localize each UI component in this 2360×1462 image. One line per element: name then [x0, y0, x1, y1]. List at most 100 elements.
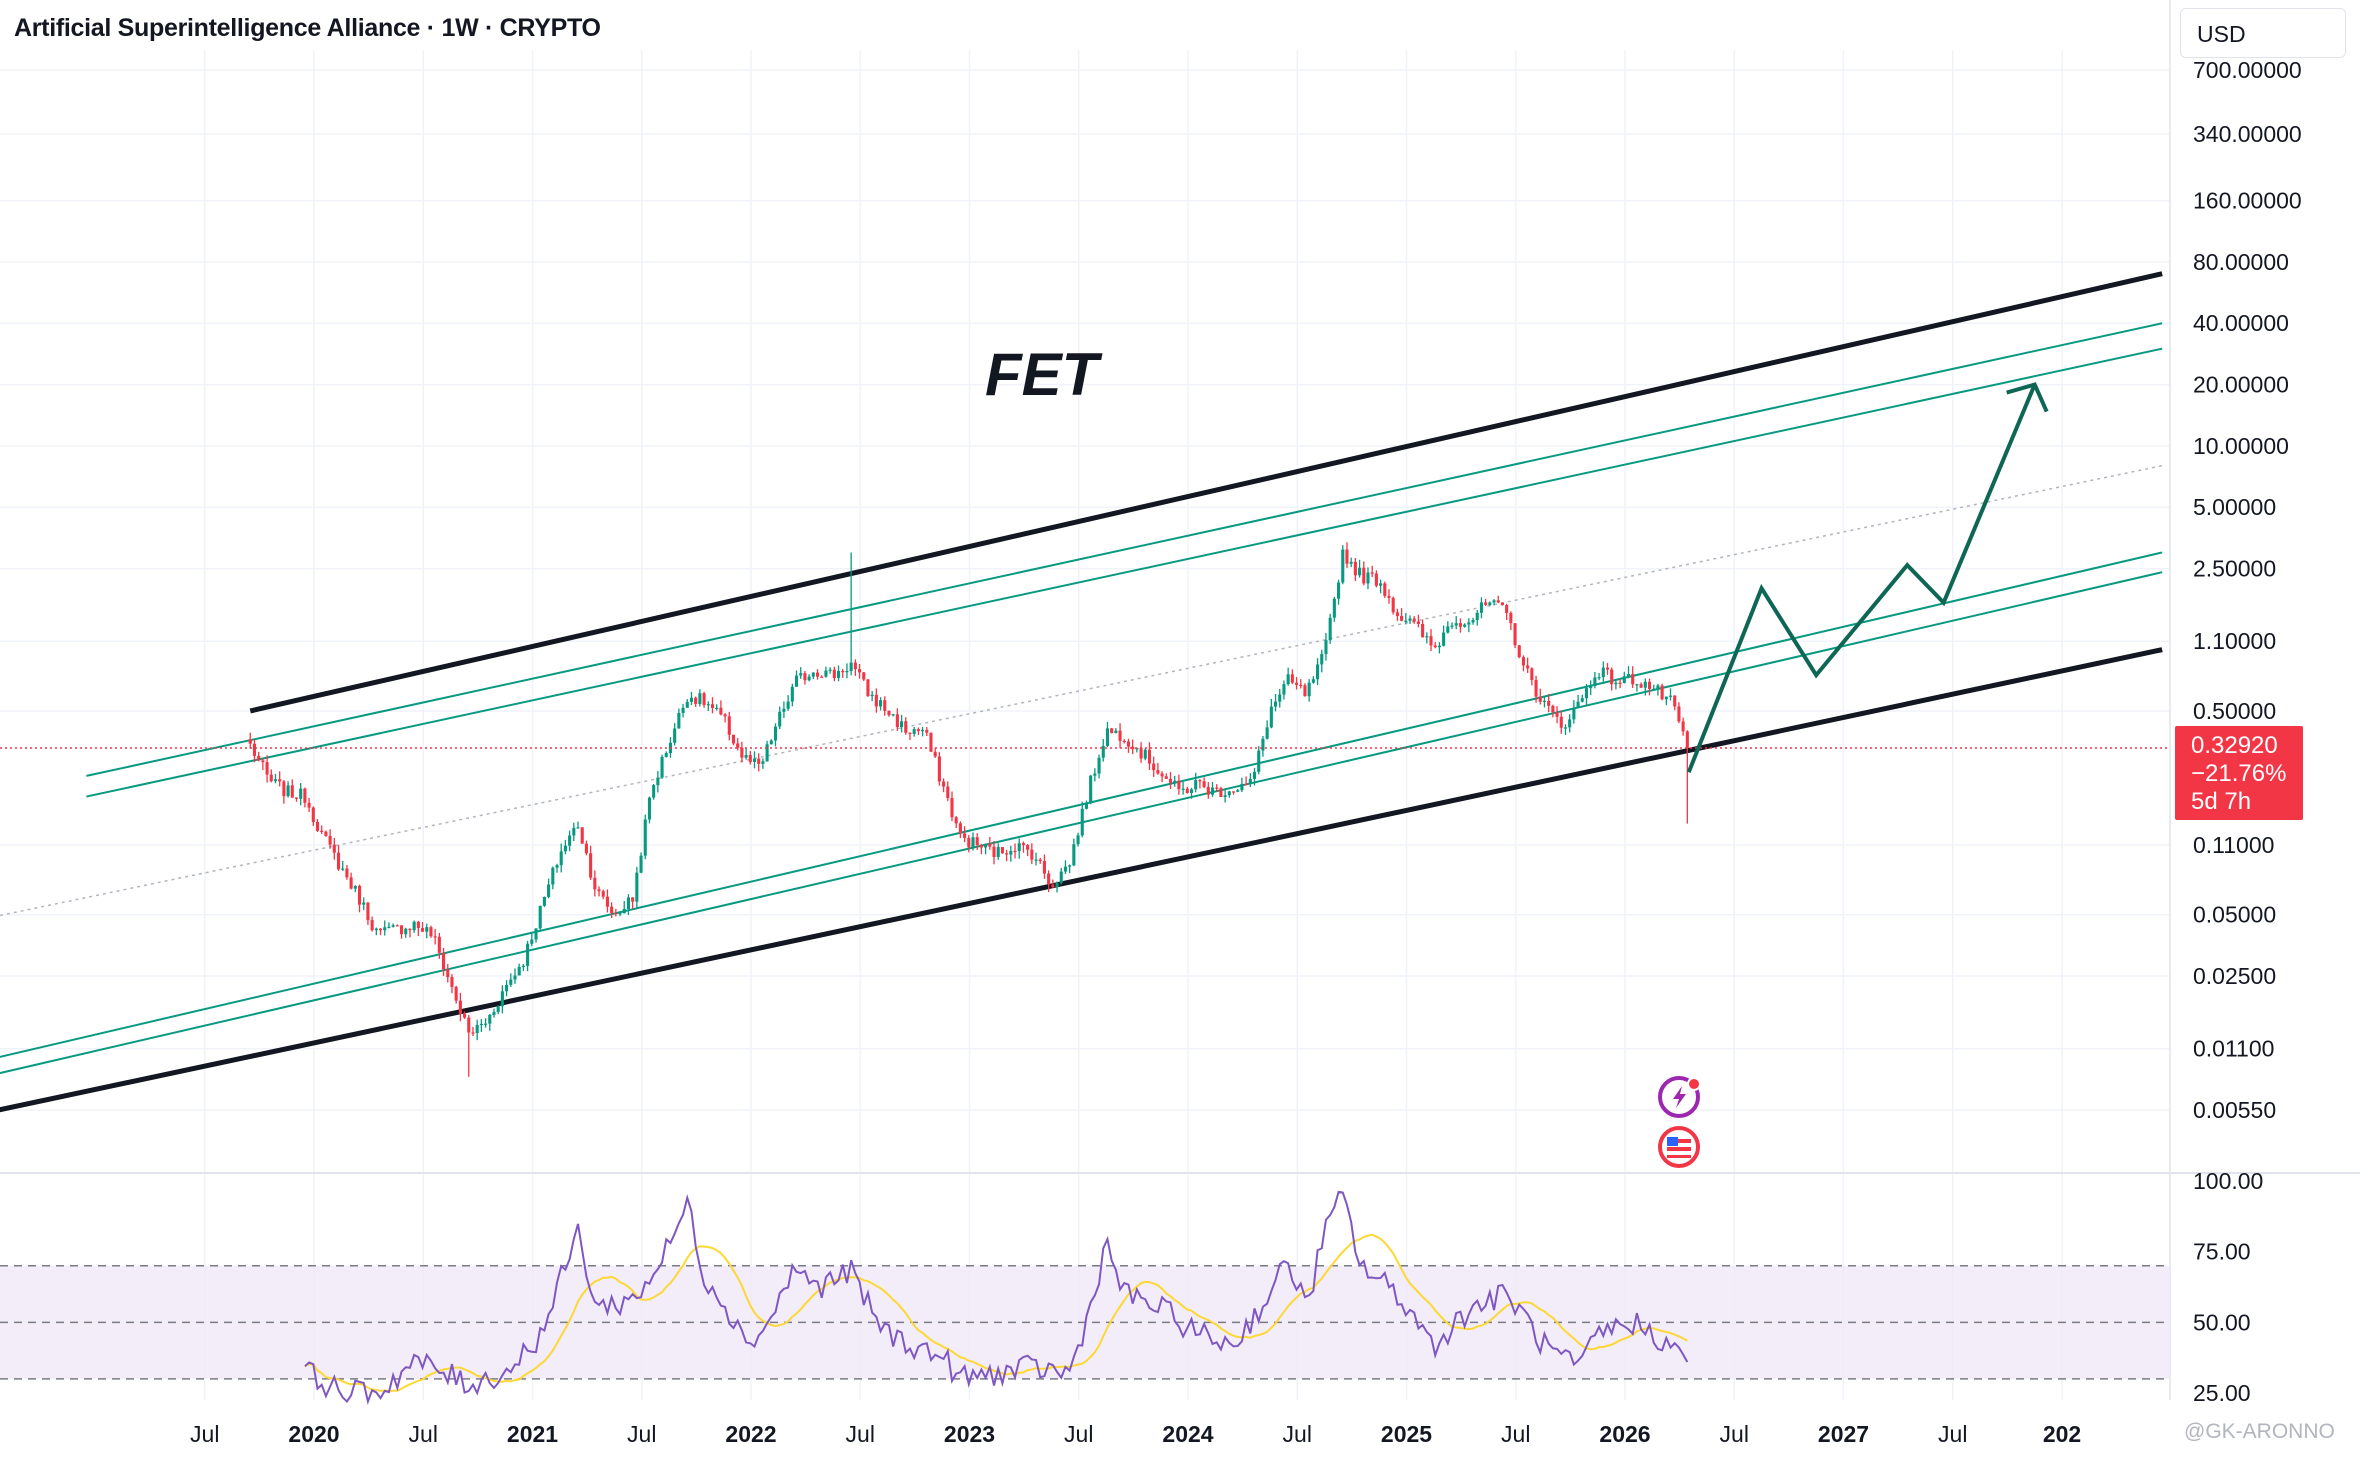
price-tick-label: 160.00000 — [2193, 188, 2302, 214]
price-tick-label: 0.02500 — [2193, 963, 2276, 989]
candle-body — [954, 817, 958, 824]
candle-body — [921, 729, 925, 732]
price-tick-label: 20.00000 — [2193, 372, 2289, 398]
candle-body — [1446, 626, 1450, 633]
candle-body — [1513, 623, 1517, 646]
candle-body — [1059, 871, 1063, 883]
candle-body — [1677, 706, 1681, 722]
candle-body — [1084, 803, 1089, 809]
candle-body — [1492, 600, 1496, 603]
candle-body — [1471, 619, 1475, 623]
candle-body — [505, 984, 509, 992]
price-tick-label: 80.00000 — [2193, 249, 2289, 275]
inner-channel-line — [0, 571, 2163, 1075]
candle-body — [458, 1000, 462, 1014]
candle-body — [782, 708, 786, 712]
candle-body — [992, 846, 996, 857]
candle-body — [324, 831, 328, 836]
candle-body — [967, 837, 971, 848]
candle-body — [1324, 640, 1328, 654]
time-tick-label: Jul — [1938, 1421, 1967, 1447]
candle-body — [1526, 665, 1530, 669]
candle-body — [1068, 865, 1072, 867]
candle-body — [723, 714, 727, 717]
candle-body — [857, 669, 862, 673]
candle-body — [290, 785, 294, 798]
candle-body — [1425, 636, 1429, 638]
time-tick-label: 2024 — [1162, 1421, 1213, 1447]
candle-body — [492, 1011, 496, 1015]
candle-body — [815, 672, 820, 677]
overlay-drawings — [0, 382, 2170, 774]
candle-body — [673, 728, 677, 743]
candle-body — [933, 751, 937, 757]
candle-body — [1089, 775, 1093, 804]
candle-body — [408, 928, 412, 931]
candle-body — [1442, 632, 1446, 646]
candle-body — [790, 686, 794, 702]
author-watermark: @GK-ARONNO — [2184, 1420, 2335, 1443]
candle-body — [773, 726, 778, 741]
candle-body — [1026, 845, 1030, 850]
us-flag-icon[interactable] — [1658, 1126, 1700, 1168]
candle-body — [1664, 696, 1668, 700]
candle-body — [1316, 664, 1320, 680]
candle-body — [1009, 850, 1013, 855]
candle-body — [1072, 844, 1076, 866]
candle-body — [702, 693, 706, 706]
candle-body — [752, 758, 757, 762]
candle-body — [1383, 583, 1387, 596]
candle-body — [610, 906, 614, 914]
candle-body — [1206, 786, 1210, 795]
candle-body — [1412, 618, 1416, 622]
candle-body — [1349, 561, 1353, 564]
candle-body — [454, 986, 458, 1001]
candle-body — [572, 827, 576, 836]
candle-body — [811, 672, 815, 677]
candle-body — [374, 928, 378, 931]
candle-body — [1643, 681, 1647, 688]
candle-body — [1034, 859, 1038, 861]
candle-body — [1030, 849, 1034, 860]
candle-body — [845, 671, 849, 673]
candle-body — [341, 868, 345, 870]
candle-body — [269, 774, 273, 782]
candle-body — [1147, 749, 1152, 764]
candle-body — [710, 704, 715, 709]
candle-body — [450, 977, 454, 987]
price-tick-label: 340.00000 — [2193, 121, 2302, 147]
lightning-icon[interactable] — [1658, 1076, 1701, 1118]
bar-countdown: 5d 7h — [2191, 788, 2252, 815]
candle-body — [542, 896, 546, 906]
candle-body — [1597, 677, 1601, 679]
candle-body — [757, 758, 761, 764]
projection-arrowhead — [2006, 382, 2049, 413]
candle-body — [698, 693, 702, 704]
candle-body — [1005, 853, 1009, 855]
candle-body — [479, 1023, 483, 1026]
candle-body — [748, 755, 752, 762]
candle-body — [1341, 549, 1345, 583]
grid-lines — [0, 0, 2360, 1400]
symbol-title[interactable]: Artificial Superintelligence Alliance · … — [14, 14, 601, 42]
candle-body — [471, 1032, 475, 1034]
currency-button[interactable]: USD — [2180, 8, 2346, 58]
candle-body — [1269, 706, 1273, 728]
candle-body — [761, 761, 765, 764]
candle-body — [1576, 701, 1580, 708]
candle-body — [626, 897, 630, 909]
candle-body — [1542, 700, 1547, 703]
candle-body — [248, 739, 252, 744]
candle-body — [563, 845, 567, 852]
axis-labels: 700.00000 340.00000 160.00000 80.00000 40.00… — [190, 57, 2302, 1447]
candle-body — [647, 797, 652, 820]
price-tick-label: 0.00550 — [2193, 1097, 2276, 1123]
candle-body — [1538, 696, 1542, 702]
candle-body — [1652, 688, 1656, 690]
candle-body — [1668, 695, 1673, 697]
last-price-label: 0.32920 −21.76% 5d 7h — [2175, 726, 2303, 820]
candle-body — [1387, 595, 1391, 598]
candle-body — [744, 755, 748, 758]
candle-body — [261, 760, 265, 763]
